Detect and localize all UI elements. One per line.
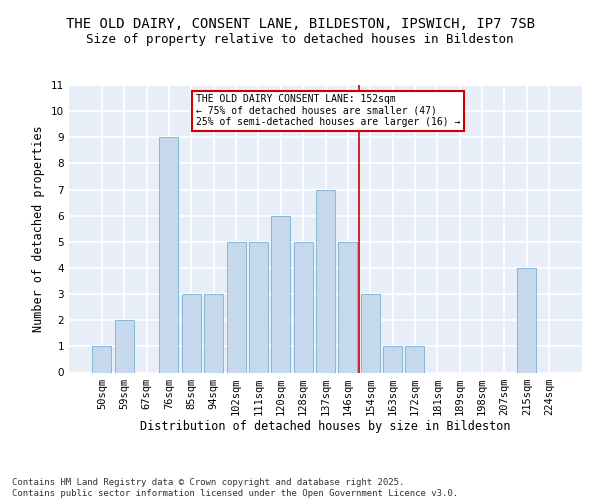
Bar — [517, 268, 536, 372]
Bar — [338, 242, 358, 372]
Bar — [361, 294, 380, 372]
Bar — [92, 346, 112, 372]
Y-axis label: Number of detached properties: Number of detached properties — [32, 126, 46, 332]
Bar — [182, 294, 201, 372]
Bar — [271, 216, 290, 372]
Bar — [227, 242, 245, 372]
Bar — [160, 138, 178, 372]
Bar — [293, 242, 313, 372]
Bar — [204, 294, 223, 372]
Text: Contains HM Land Registry data © Crown copyright and database right 2025.
Contai: Contains HM Land Registry data © Crown c… — [12, 478, 458, 498]
Bar — [115, 320, 134, 372]
Bar — [406, 346, 424, 372]
Bar — [316, 190, 335, 372]
Text: Size of property relative to detached houses in Bildeston: Size of property relative to detached ho… — [86, 32, 514, 46]
Text: THE OLD DAIRY CONSENT LANE: 152sqm
← 75% of detached houses are smaller (47)
25%: THE OLD DAIRY CONSENT LANE: 152sqm ← 75%… — [196, 94, 460, 128]
Bar — [249, 242, 268, 372]
Bar — [383, 346, 402, 372]
Text: THE OLD DAIRY, CONSENT LANE, BILDESTON, IPSWICH, IP7 7SB: THE OLD DAIRY, CONSENT LANE, BILDESTON, … — [65, 18, 535, 32]
X-axis label: Distribution of detached houses by size in Bildeston: Distribution of detached houses by size … — [140, 420, 511, 434]
